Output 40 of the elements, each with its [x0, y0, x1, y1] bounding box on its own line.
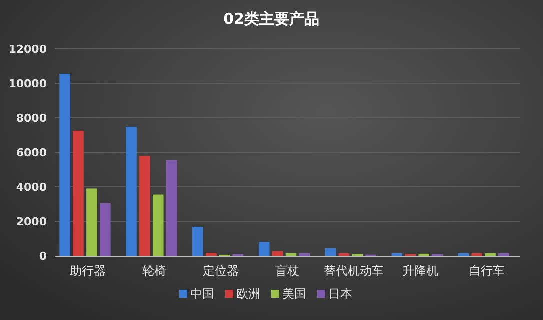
legend-label: 美国	[282, 287, 306, 301]
y-tick-label: 10000	[8, 78, 48, 90]
bar	[299, 253, 310, 256]
bar	[192, 227, 204, 256]
x-tick-label: 定位器	[203, 264, 240, 278]
legend-label: 中国	[190, 287, 214, 301]
legend-label: 日本	[328, 287, 352, 301]
bar	[325, 248, 336, 256]
x-tick-label: 升降机	[402, 264, 438, 278]
bar	[498, 253, 510, 256]
bar	[258, 242, 270, 256]
bar	[286, 253, 297, 256]
y-tick-label: 6000	[16, 146, 48, 160]
bar	[126, 126, 137, 256]
bar	[338, 253, 350, 256]
bar	[472, 253, 482, 256]
bar	[73, 130, 84, 256]
bar	[458, 253, 470, 256]
x-tick-label: 助行器	[70, 264, 106, 278]
x-tick-label: 盲杖	[276, 264, 300, 278]
bar	[140, 156, 150, 256]
bar	[86, 188, 98, 256]
y-tick-label: 2000	[16, 216, 48, 228]
x-tick-label: 自行车	[468, 264, 505, 278]
bar	[272, 251, 284, 256]
y-tick-label: 8000	[16, 112, 48, 125]
bar	[60, 74, 70, 256]
x-tick-label: 替代机动车	[324, 264, 384, 278]
x-tick-label: 轮椅	[142, 264, 167, 278]
bar	[100, 203, 111, 256]
bar	[152, 194, 164, 256]
bar	[485, 253, 496, 256]
y-tick-label: 4000	[16, 181, 48, 194]
bar	[166, 160, 178, 256]
y-tick-label: 0	[39, 250, 48, 263]
bar	[392, 253, 403, 256]
bar	[206, 253, 217, 256]
chart-title: 02类主要产品	[224, 10, 320, 28]
y-tick-label: 12000	[8, 43, 48, 56]
legend-label: 欧洲	[236, 287, 260, 301]
